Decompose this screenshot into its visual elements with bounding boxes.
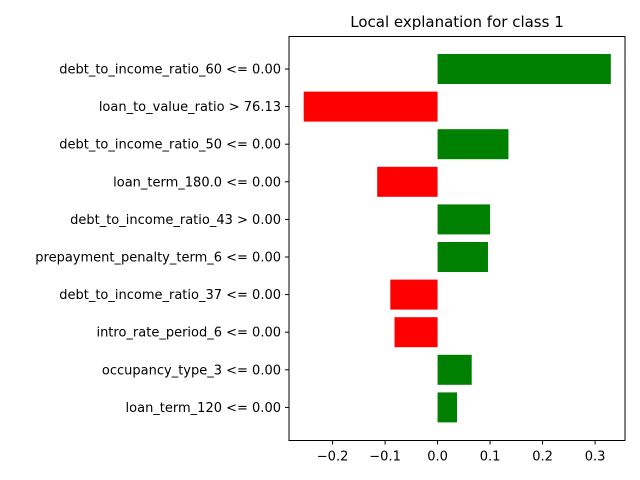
x-tick-label: 0.2: [532, 450, 553, 465]
x-tick-label: 0.0: [427, 450, 448, 465]
y-tick-label: debt_to_income_ratio_37 <= 0.00: [59, 288, 281, 303]
y-tick-label: loan_term_120 <= 0.00: [126, 401, 281, 416]
y-tick-label: occupancy_type_3 <= 0.00: [102, 363, 281, 378]
x-tick-label: 0.1: [480, 450, 501, 465]
y-tick-label: loan_to_value_ratio > 76.13: [99, 100, 281, 115]
x-tick-label: 0.3: [585, 450, 606, 465]
y-axis: debt_to_income_ratio_60 <= 0.00 loan_to_v…: [35, 63, 289, 416]
bar: [394, 317, 438, 348]
y-tick-label: debt_to_income_ratio_43 > 0.00: [70, 213, 281, 228]
x-tick-label: −0.1: [369, 450, 401, 465]
x-tick-label: −0.2: [317, 450, 349, 465]
y-tick-label: debt_to_income_ratio_50 <= 0.00: [59, 138, 281, 153]
y-tick-label: prepayment_penalty_term_6 <= 0.00: [35, 251, 281, 266]
bar: [377, 166, 438, 197]
y-tick-label: debt_to_income_ratio_60 <= 0.00: [59, 63, 281, 78]
bar: [437, 392, 457, 423]
y-tick-label: loan_term_180.0 <= 0.00: [113, 175, 281, 190]
bar: [437, 242, 488, 272]
bar: [437, 129, 509, 160]
chart-title: Local explanation for class 1: [350, 13, 564, 31]
plot-frame: [288, 36, 626, 441]
bar: [437, 54, 611, 84]
bar: [437, 354, 472, 385]
bar: [303, 91, 438, 122]
bar: [390, 279, 438, 310]
bars-group: [303, 54, 611, 423]
x-axis: −0.2 −0.1 0.0 0.1 0.2 0.3: [317, 440, 606, 465]
y-tick-label: intro_rate_period_6 <= 0.00: [96, 326, 281, 341]
bar: [437, 204, 491, 235]
